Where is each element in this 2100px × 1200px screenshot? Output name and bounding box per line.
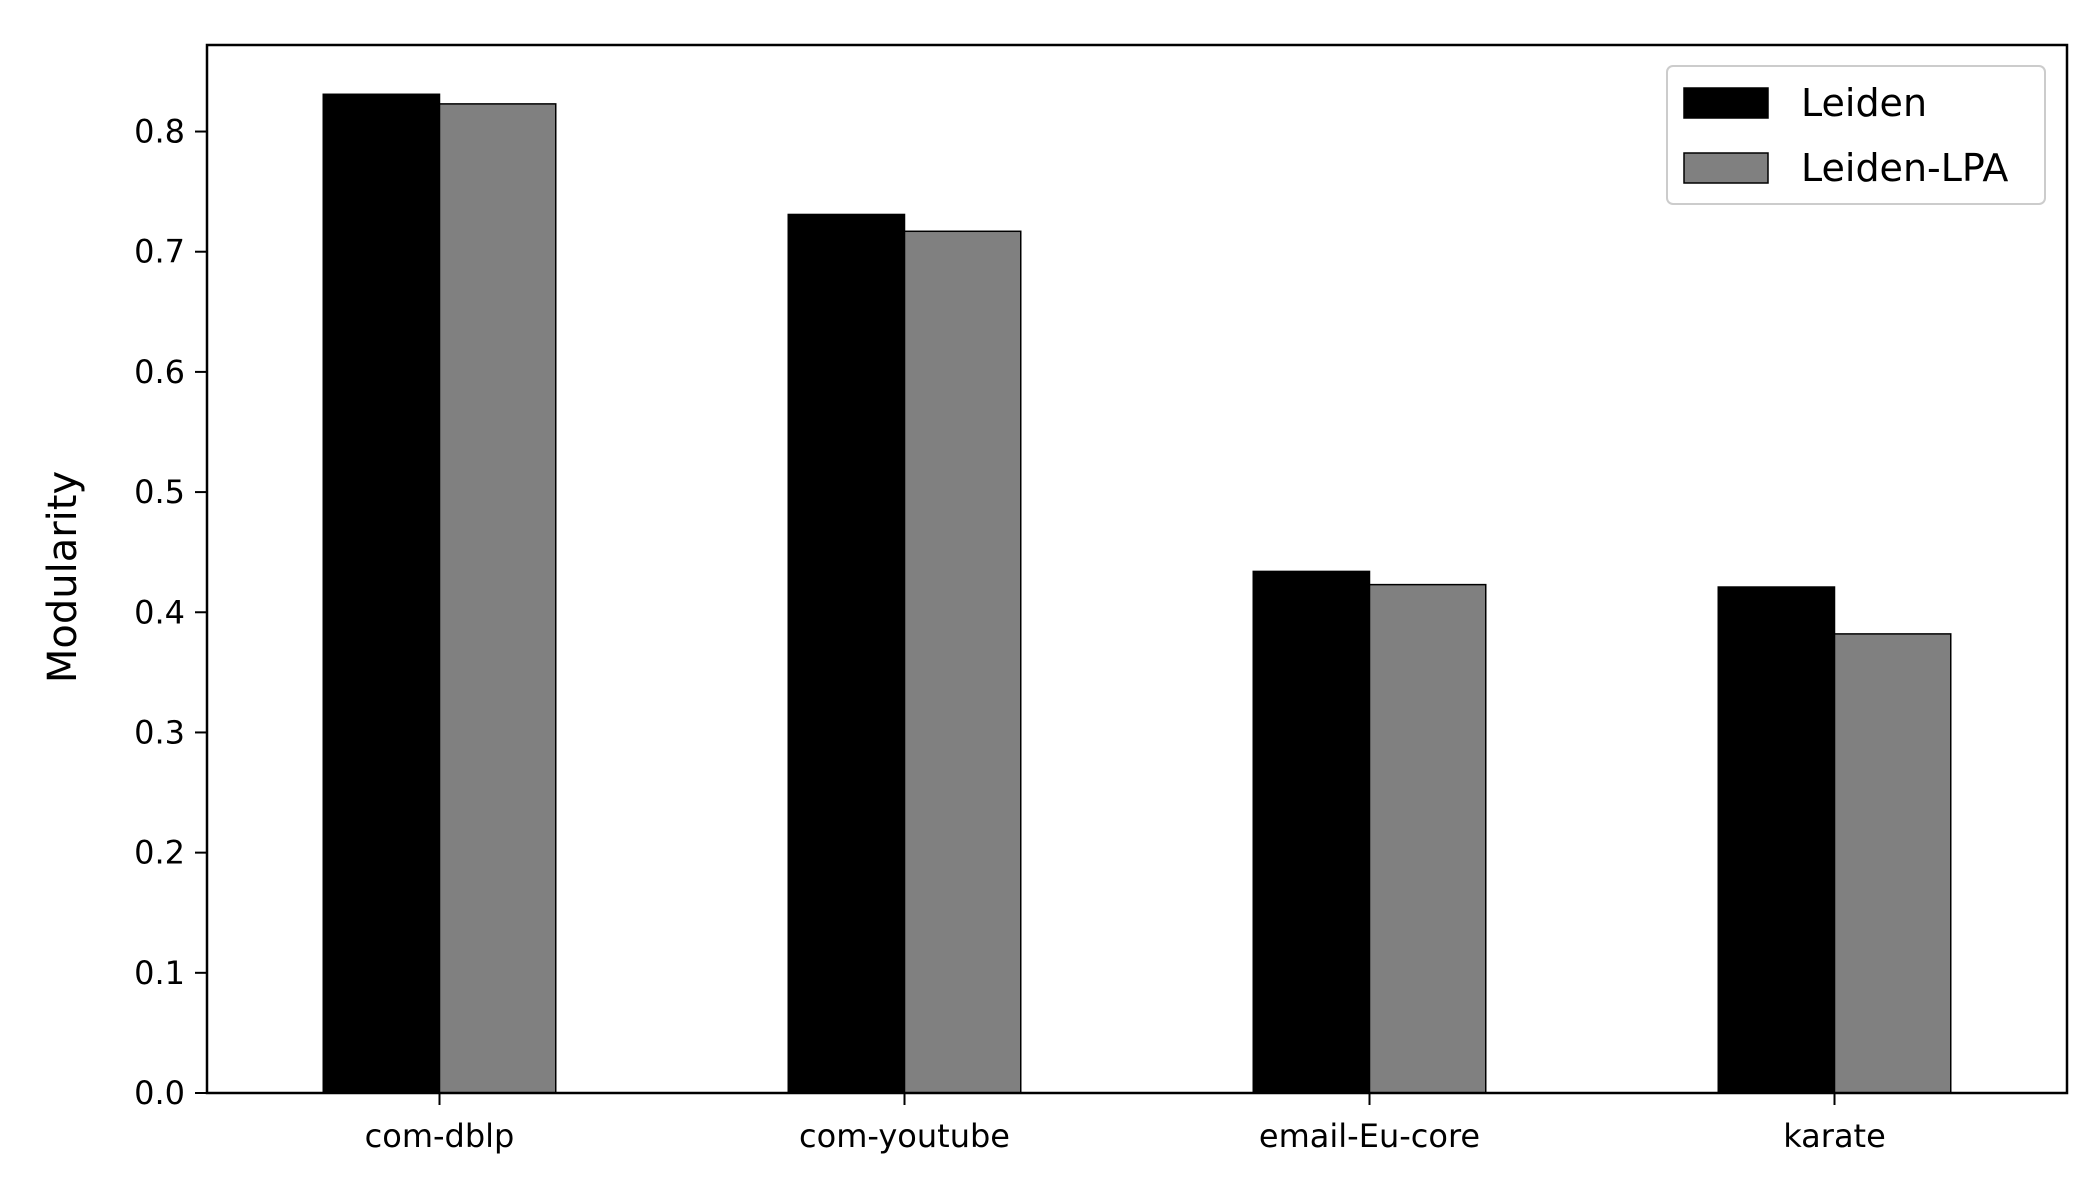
x-tick-label: email-Eu-core bbox=[1259, 1117, 1480, 1155]
legend: Leiden Leiden-LPA bbox=[1666, 65, 2046, 205]
legend-swatch-leiden bbox=[1683, 87, 1769, 119]
x-tick-label: com-dblp bbox=[365, 1117, 515, 1155]
x-tick-label: com-youtube bbox=[799, 1117, 1010, 1155]
y-tick-label: 0.1 bbox=[134, 954, 185, 992]
bar-leiden-lpa-com-dblp bbox=[438, 103, 557, 1094]
legend-swatch-leiden-lpa bbox=[1683, 152, 1769, 184]
bar-leiden-lpa-com-youtube bbox=[903, 230, 1022, 1094]
legend-label: Leiden-LPA bbox=[1801, 146, 2008, 190]
bar-leiden-com-youtube bbox=[787, 213, 906, 1094]
y-axis: 0.0 0.1 0.2 0.3 0.4 0.5 0.6 0.7 0.8 bbox=[134, 113, 207, 1112]
bar-leiden-karate bbox=[1717, 586, 1836, 1094]
y-tick-label: 0.2 bbox=[134, 834, 185, 872]
y-tick-label: 0.6 bbox=[134, 353, 185, 391]
legend-label: Leiden bbox=[1801, 81, 1927, 125]
y-tick-label: 0.4 bbox=[134, 593, 185, 631]
bars-group bbox=[322, 93, 1952, 1094]
x-tick-label: karate bbox=[1783, 1117, 1886, 1155]
y-tick-label: 0.0 bbox=[134, 1074, 185, 1112]
x-axis: com-dblp com-youtube email-Eu-core karate bbox=[365, 1093, 1886, 1155]
y-tick-label: 0.7 bbox=[134, 233, 185, 271]
y-tick-label: 0.8 bbox=[134, 113, 185, 151]
y-tick-label: 0.3 bbox=[134, 713, 185, 751]
bar-leiden-email-eu-core bbox=[1252, 570, 1371, 1094]
bar-leiden-lpa-karate bbox=[1833, 633, 1952, 1094]
y-axis-title: Modularity bbox=[40, 471, 86, 683]
plot-frame bbox=[205, 43, 2069, 1095]
bar-leiden-com-dblp bbox=[322, 93, 441, 1094]
bar-leiden-lpa-email-eu-core bbox=[1368, 583, 1487, 1094]
y-tick-label: 0.5 bbox=[134, 473, 185, 511]
